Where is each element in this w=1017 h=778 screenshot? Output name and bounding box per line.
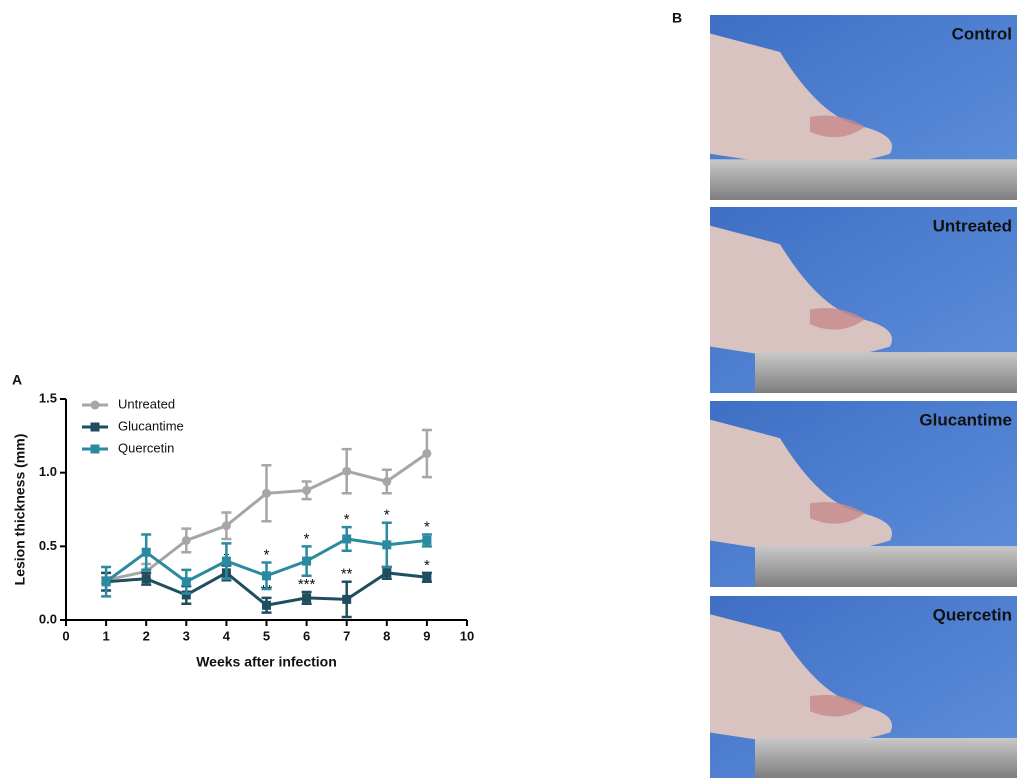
legend-label: Untreated (118, 396, 175, 411)
significance-label: * (424, 519, 430, 536)
photo-panel: Control Untreated Glucantime Quercetin (710, 15, 1017, 778)
marker (342, 467, 351, 476)
x-tick-label: 8 (383, 628, 390, 643)
marker (91, 423, 100, 432)
x-tick-label: 5 (263, 628, 270, 643)
marker (382, 540, 391, 549)
marker (262, 571, 271, 580)
marker (382, 477, 391, 486)
x-tick-label: 3 (183, 628, 190, 643)
photo: Glucantime (710, 401, 1017, 587)
ruler (755, 738, 1017, 778)
marker (262, 489, 271, 498)
photo: Untreated (710, 207, 1017, 393)
x-tick-label: 0 (62, 628, 69, 643)
marker (422, 536, 431, 545)
x-axis-label: Weeks after infection (196, 654, 337, 670)
marker (302, 557, 311, 566)
y-tick-label: 0.5 (39, 538, 57, 553)
photo-label: Quercetin (933, 605, 1012, 624)
ruler (755, 352, 1017, 393)
x-tick-label: 2 (143, 628, 150, 643)
legend: Untreated Glucantime Quercetin (82, 396, 184, 455)
significance-label: *** (298, 576, 316, 593)
marker (91, 445, 100, 454)
panel-label: B (672, 10, 682, 26)
significance-label: * (384, 507, 390, 524)
photo-label: Untreated (933, 216, 1012, 235)
y-tick-label: 1.0 (39, 464, 57, 479)
ruler (755, 546, 1017, 587)
marker (142, 548, 151, 557)
y-axis-label: Lesion thickness (mm) (12, 434, 28, 586)
marker (222, 521, 231, 530)
ruler (710, 159, 1017, 200)
marker (182, 577, 191, 586)
marker (422, 449, 431, 458)
marker (102, 577, 111, 586)
x-tick-label: 9 (423, 628, 430, 643)
photo: Control (710, 15, 1017, 200)
x-tick-label: 10 (460, 628, 474, 643)
marker (422, 573, 431, 582)
significance-label: * (264, 547, 270, 564)
legend-label: Glucantime (118, 418, 184, 433)
significance-label: * (304, 530, 310, 547)
x-tick-label: 7 (343, 628, 350, 643)
photo-label: Glucantime (919, 410, 1012, 429)
marker (182, 536, 191, 545)
significance-label: ** (341, 566, 353, 583)
marker (142, 574, 151, 583)
y-tick-label: 0.0 (39, 611, 57, 626)
x-tick-label: 6 (303, 628, 310, 643)
panel-label: A (12, 372, 22, 388)
marker (342, 595, 351, 604)
y-tick-label: 1.5 (39, 390, 57, 405)
marker (262, 601, 271, 610)
x-tick-label: 4 (223, 628, 231, 643)
figure: A B ControlUntreatedGlucantimeQuercetin … (0, 0, 1017, 778)
marker (342, 534, 351, 543)
photo: Quercetin (710, 596, 1017, 778)
legend-label: Quercetin (118, 440, 174, 455)
marker (302, 486, 311, 495)
marker (382, 568, 391, 577)
significance-label: * (344, 511, 350, 528)
marker (222, 557, 231, 566)
significance-label: * (424, 557, 430, 574)
photo-label: Control (952, 24, 1012, 43)
marker (302, 593, 311, 602)
chart: 0.0 0.5 1.0 1.5 0 1 2 3 4 5 6 7 8 9 10 Weeks after infe… (12, 390, 475, 669)
x-tick-label: 1 (102, 628, 109, 643)
marker (91, 401, 100, 410)
